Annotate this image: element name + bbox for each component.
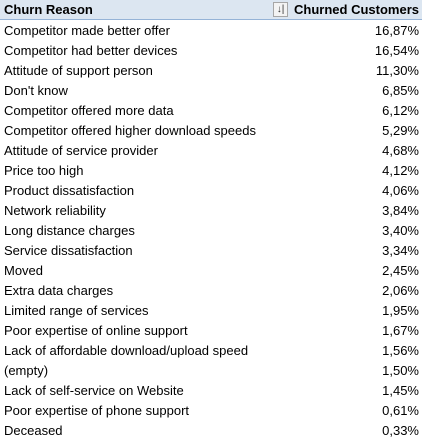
table-row[interactable]: Product dissatisfaction 4,06% xyxy=(0,180,422,200)
cell-churned-customers[interactable]: 4,06% xyxy=(382,182,419,198)
cell-churned-customers[interactable]: 6,12% xyxy=(382,102,419,118)
cell-churn-reason[interactable]: Lack of affordable download/upload speed xyxy=(4,342,249,358)
cell-churned-customers[interactable]: 1,95% xyxy=(382,302,419,318)
cell-churned-customers[interactable]: 2,06% xyxy=(382,282,419,298)
table-row[interactable]: Network reliability 3,84% xyxy=(0,200,422,220)
cell-churn-reason[interactable]: Moved xyxy=(4,262,44,278)
cell-churned-customers[interactable]: 1,67% xyxy=(382,322,419,338)
header-churned-customers-label: Churned Customers xyxy=(294,2,419,17)
table-row[interactable]: Long distance charges 3,40% xyxy=(0,220,422,240)
table-row[interactable]: Limited range of services 1,95% xyxy=(0,300,422,320)
cell-churned-customers[interactable]: 4,12% xyxy=(382,162,419,178)
table-row[interactable]: Deceased 0,33% xyxy=(0,420,422,440)
cell-churned-customers[interactable]: 3,34% xyxy=(382,242,419,258)
table-row[interactable]: Competitor offered more data 6,12% xyxy=(0,100,422,120)
cell-churned-customers[interactable]: 6,85% xyxy=(382,82,419,98)
cell-churn-reason[interactable]: Price too high xyxy=(4,162,84,178)
cell-churn-reason[interactable]: Competitor offered more data xyxy=(4,102,174,118)
table-row[interactable]: Lack of self-service on Website 1,45% xyxy=(0,380,422,400)
cell-churned-customers[interactable]: 5,29% xyxy=(382,122,419,138)
cell-churned-customers[interactable]: 11,30% xyxy=(375,62,419,78)
cell-churn-reason[interactable]: Competitor had better devices xyxy=(4,42,178,58)
cell-churned-customers[interactable]: 16,87% xyxy=(374,22,419,38)
cell-churned-customers[interactable]: 1,50% xyxy=(382,362,419,378)
cell-churn-reason[interactable]: Deceased xyxy=(4,422,63,438)
table-row[interactable]: Attitude of service provider 4,68% xyxy=(0,140,422,160)
cell-churn-reason[interactable]: Network reliability xyxy=(4,202,106,218)
table-row[interactable]: Service dissatisfaction 3,34% xyxy=(0,240,422,260)
table-row[interactable]: Attitude of support person 11,30% xyxy=(0,60,422,80)
cell-churn-reason[interactable]: Lack of self-service on Website xyxy=(4,382,184,398)
pivot-body: Competitor made better offer 16,87% Compet… xyxy=(0,20,422,440)
cell-churn-reason[interactable]: (empty) xyxy=(4,362,49,378)
cell-churned-customers[interactable]: 16,54% xyxy=(374,42,419,58)
cell-churned-customers[interactable]: 3,40% xyxy=(382,222,419,238)
cell-churned-customers[interactable]: 3,84% xyxy=(382,202,419,218)
cell-churned-customers[interactable]: 2,45% xyxy=(382,262,419,278)
table-row[interactable]: Don't know 6,85% xyxy=(0,80,422,100)
cell-churn-reason[interactable]: Long distance charges xyxy=(4,222,135,238)
cell-churned-customers[interactable]: 4,68% xyxy=(382,142,419,158)
header-churn-reason[interactable]: Churn Reason ↓| xyxy=(0,0,290,19)
cell-churned-customers[interactable]: 0,61% xyxy=(382,402,419,418)
header-churn-reason-label: Churn Reason xyxy=(4,2,93,17)
cell-churned-customers[interactable]: 1,45% xyxy=(382,382,419,398)
cell-churn-reason[interactable]: Attitude of service provider xyxy=(4,142,158,158)
table-row[interactable]: (empty) 1,50% xyxy=(0,360,422,380)
table-row[interactable]: Poor expertise of phone support 0,61% xyxy=(0,400,422,420)
cell-churn-reason[interactable]: Attitude of support person xyxy=(4,62,153,78)
table-row[interactable]: Competitor offered higher download speed… xyxy=(0,120,422,140)
header-churned-customers[interactable]: Churned Customers xyxy=(290,0,422,19)
cell-churn-reason[interactable]: Limited range of services xyxy=(4,302,149,318)
cell-churned-customers[interactable]: 1,56% xyxy=(382,342,419,358)
pivot-header-row: Churn Reason ↓| Churned Customers xyxy=(0,0,422,20)
cell-churn-reason[interactable]: Extra data charges xyxy=(4,282,114,298)
cell-churn-reason[interactable]: Service dissatisfaction xyxy=(4,242,133,258)
cell-churned-customers[interactable]: 0,33% xyxy=(382,422,419,438)
table-row[interactable]: Extra data charges 2,06% xyxy=(0,280,422,300)
table-row[interactable]: Poor expertise of online support 1,67% xyxy=(0,320,422,340)
cell-churn-reason[interactable]: Product dissatisfaction xyxy=(4,182,135,198)
table-row[interactable]: Lack of affordable download/upload speed… xyxy=(0,340,422,360)
cell-churn-reason[interactable]: Poor expertise of online support xyxy=(4,322,188,338)
sort-filter-icon[interactable]: ↓| xyxy=(273,2,288,17)
table-row[interactable]: Price too high 4,12% xyxy=(0,160,422,180)
table-row[interactable]: Competitor had better devices 16,54% xyxy=(0,40,422,60)
table-row[interactable]: Competitor made better offer 16,87% xyxy=(0,20,422,40)
cell-churn-reason[interactable]: Competitor offered higher download speed… xyxy=(4,122,256,138)
table-row[interactable]: Moved 2,45% xyxy=(0,260,422,280)
cell-churn-reason[interactable]: Competitor made better offer xyxy=(4,22,170,38)
cell-churn-reason[interactable]: Poor expertise of phone support xyxy=(4,402,190,418)
cell-churn-reason[interactable]: Don't know xyxy=(4,82,68,98)
